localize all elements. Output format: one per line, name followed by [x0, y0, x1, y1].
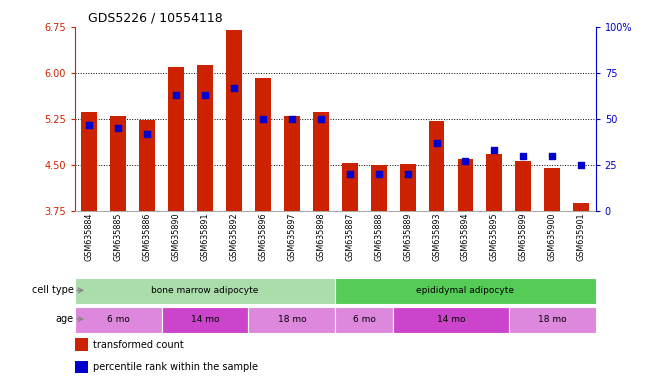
- Text: 18 mo: 18 mo: [277, 314, 306, 324]
- Point: [200, 92, 210, 98]
- Bar: [110, 116, 126, 211]
- Bar: [226, 30, 242, 211]
- Text: GSM635890: GSM635890: [172, 212, 180, 261]
- Text: GSM635893: GSM635893: [432, 212, 441, 261]
- Point: [316, 116, 326, 122]
- Text: age: age: [55, 314, 74, 324]
- Bar: [313, 112, 329, 211]
- Point: [286, 116, 297, 122]
- Point: [142, 131, 152, 137]
- Point: [460, 158, 471, 164]
- Bar: [197, 65, 213, 211]
- Text: GSM635888: GSM635888: [374, 212, 383, 261]
- Point: [518, 153, 529, 159]
- Text: GSM635889: GSM635889: [403, 212, 412, 261]
- Bar: [75, 361, 88, 373]
- Text: GSM635901: GSM635901: [577, 212, 586, 261]
- Point: [374, 171, 384, 177]
- Point: [402, 171, 413, 177]
- Bar: [516, 161, 531, 211]
- Text: 6 mo: 6 mo: [107, 314, 130, 324]
- Text: 14 mo: 14 mo: [437, 314, 465, 324]
- Bar: [544, 167, 561, 211]
- Bar: [370, 165, 387, 211]
- Text: GSM635895: GSM635895: [490, 212, 499, 261]
- FancyBboxPatch shape: [75, 278, 335, 304]
- Point: [547, 153, 557, 159]
- Point: [576, 162, 587, 168]
- FancyBboxPatch shape: [335, 307, 393, 333]
- FancyBboxPatch shape: [509, 307, 596, 333]
- Text: transformed count: transformed count: [93, 339, 184, 349]
- Bar: [342, 163, 357, 211]
- Text: GSM635896: GSM635896: [258, 212, 268, 261]
- Text: GSM635900: GSM635900: [547, 212, 557, 261]
- FancyBboxPatch shape: [249, 307, 335, 333]
- Text: GSM635894: GSM635894: [461, 212, 470, 261]
- Bar: [458, 159, 473, 211]
- FancyBboxPatch shape: [335, 278, 596, 304]
- Text: GSM635885: GSM635885: [114, 212, 123, 261]
- Text: 6 mo: 6 mo: [353, 314, 376, 324]
- Text: GSM635887: GSM635887: [345, 212, 354, 261]
- Point: [344, 171, 355, 177]
- Bar: [168, 68, 184, 211]
- Point: [258, 116, 268, 122]
- FancyBboxPatch shape: [75, 307, 161, 333]
- Point: [171, 92, 182, 98]
- Point: [489, 147, 499, 154]
- Bar: [255, 78, 271, 211]
- Text: percentile rank within the sample: percentile rank within the sample: [93, 362, 258, 372]
- Bar: [574, 203, 589, 211]
- Text: cell type: cell type: [32, 285, 74, 295]
- Bar: [75, 338, 88, 351]
- Point: [229, 84, 239, 91]
- Text: 18 mo: 18 mo: [538, 314, 566, 324]
- Point: [113, 125, 124, 131]
- Bar: [139, 120, 155, 211]
- Text: GSM635884: GSM635884: [85, 212, 94, 261]
- Text: GSM635897: GSM635897: [287, 212, 296, 261]
- Bar: [284, 116, 300, 211]
- FancyBboxPatch shape: [393, 307, 509, 333]
- Point: [84, 121, 94, 127]
- Bar: [400, 164, 415, 211]
- Text: GDS5226 / 10554118: GDS5226 / 10554118: [88, 12, 223, 25]
- FancyBboxPatch shape: [161, 307, 249, 333]
- Text: epididymal adipocyte: epididymal adipocyte: [417, 286, 514, 295]
- Text: GSM635891: GSM635891: [201, 212, 210, 261]
- Text: GSM635898: GSM635898: [316, 212, 326, 261]
- Bar: [428, 121, 445, 211]
- Bar: [81, 112, 97, 211]
- Text: bone marrow adipocyte: bone marrow adipocyte: [152, 286, 258, 295]
- Text: 14 mo: 14 mo: [191, 314, 219, 324]
- Text: GSM635886: GSM635886: [143, 212, 152, 261]
- Text: GSM635892: GSM635892: [230, 212, 238, 261]
- Point: [432, 140, 442, 146]
- Bar: [486, 154, 503, 211]
- Text: GSM635899: GSM635899: [519, 212, 528, 261]
